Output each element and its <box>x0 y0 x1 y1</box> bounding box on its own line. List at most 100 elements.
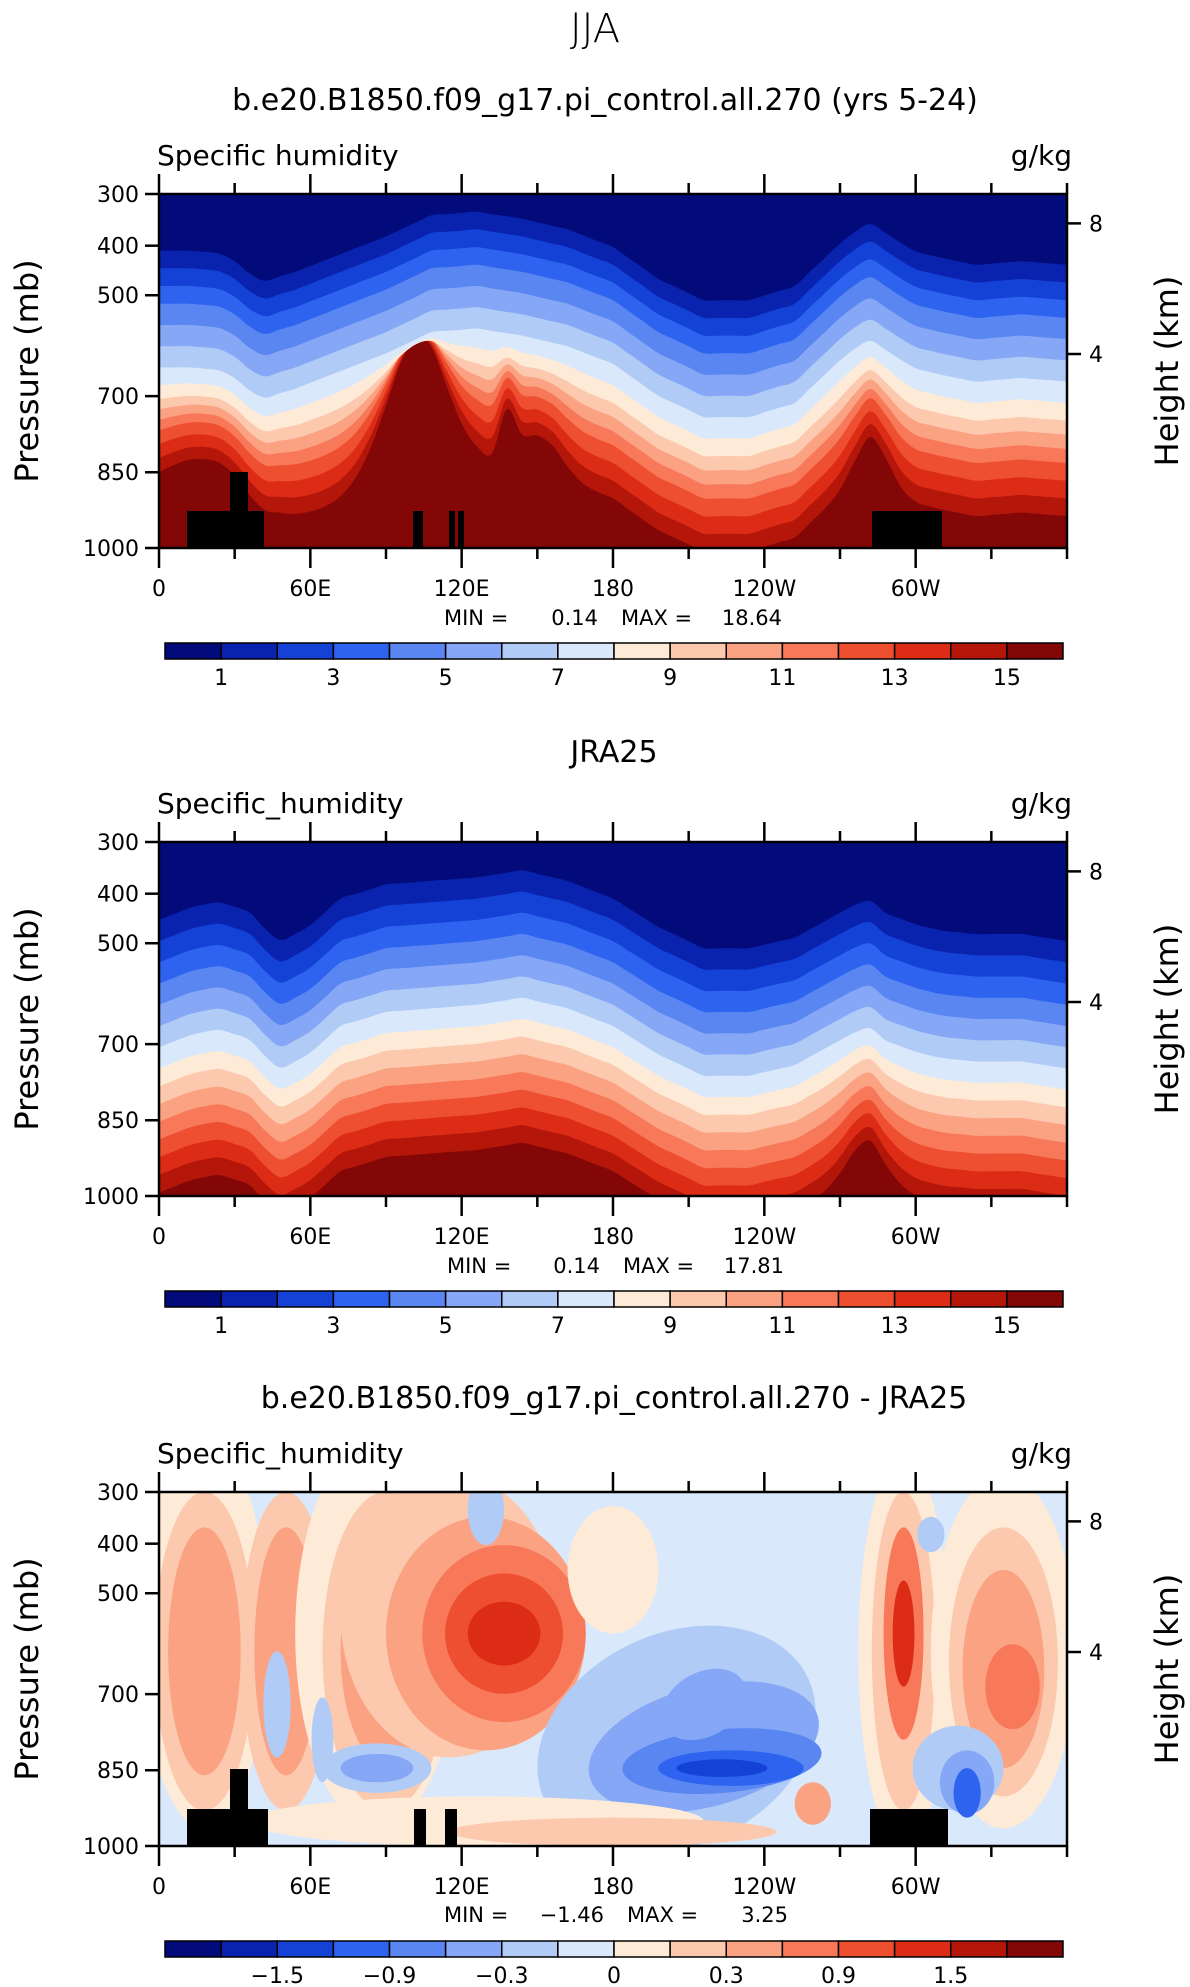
colorbar-swatch <box>613 1290 671 1308</box>
topo-block <box>445 1809 457 1846</box>
y-right-tick-label: 4 <box>1089 343 1103 368</box>
anomaly-region <box>567 1506 659 1634</box>
anomaly-region <box>263 1651 291 1758</box>
y-tick-label: 700 <box>97 385 139 410</box>
anomaly-region <box>917 1516 945 1553</box>
x-tick-label: 120W <box>732 1225 796 1250</box>
colorbar-label: 9 <box>663 666 677 691</box>
max-label: MAX = <box>623 1254 694 1278</box>
colorbar-label: 0.3 <box>709 1964 744 1987</box>
stats-line: MIN = 0.14 MAX = 18.64 <box>444 606 782 630</box>
x-tick-label: 60W <box>891 1875 941 1900</box>
colorbar-swatch <box>164 642 222 660</box>
topography <box>187 472 942 548</box>
colorbar-swatch <box>220 1290 278 1308</box>
panel-difference: b.e20.B1850.f09_g17.pi_control.all.270 -… <box>8 1381 1186 1987</box>
panel-right-label: g/kg <box>1011 1437 1072 1470</box>
y-axis-right-title: Height (km) <box>1148 924 1186 1115</box>
colorbar-label: 5 <box>439 666 453 691</box>
colorbar-swatch <box>501 1940 559 1958</box>
y-tick-label: 300 <box>97 183 139 208</box>
anomaly-region <box>168 1527 241 1776</box>
colorbar-label: 9 <box>663 1314 677 1339</box>
colorbar-label: 0.9 <box>821 1964 856 1987</box>
colorbar-swatch <box>669 1940 727 1958</box>
topography <box>187 1769 948 1846</box>
colorbar-swatch <box>613 1940 671 1958</box>
colorbar-swatch <box>557 642 615 660</box>
y-tick-label: 500 <box>97 284 139 309</box>
topo-block <box>187 511 264 548</box>
y-axis-right: 84 <box>1067 860 1103 1016</box>
anomaly-region <box>892 1580 915 1687</box>
colorbar-label: −1.5 <box>251 1964 304 1987</box>
y-tick-label: 850 <box>97 461 139 486</box>
colorbar-swatch <box>613 642 671 660</box>
plot-area <box>159 1492 1067 1846</box>
x-tick-label: 60W <box>891 1225 941 1250</box>
y-tick-label: 400 <box>97 883 139 908</box>
y-axis-right: 84 <box>1067 212 1103 368</box>
colorbar-swatch <box>276 1290 335 1308</box>
x-tick-label: 60E <box>289 1225 331 1250</box>
y-axis-left: 300 400 500 700 850 1000 <box>83 1481 159 1860</box>
topo-block <box>230 1769 248 1811</box>
panel-right-label: g/kg <box>1011 787 1072 820</box>
anomaly-region <box>985 1644 1040 1730</box>
anomaly-blobs <box>159 1492 1067 1846</box>
colorbar-swatch <box>164 1290 222 1308</box>
y-axis-right-title: Height (km) <box>1148 276 1186 467</box>
colorbar-label: 15 <box>993 666 1021 691</box>
anomaly-region <box>953 1768 981 1818</box>
panel-title: b.e20.B1850.f09_g17.pi_control.all.270 -… <box>261 1381 968 1416</box>
colorbar-swatch <box>388 1940 447 1958</box>
y-right-tick-label: 8 <box>1089 1510 1103 1535</box>
min-value: 0.14 <box>551 606 598 630</box>
y-axis-left: 300 400 500 700 850 1000 <box>83 183 159 562</box>
x-tick-label: 180 <box>592 1225 634 1250</box>
colorbar-swatch <box>950 642 1008 660</box>
colorbar-swatch <box>164 1940 222 1958</box>
x-tick-label: 180 <box>592 1875 634 1900</box>
max-value: 17.81 <box>724 1254 784 1278</box>
colorbar-label: 11 <box>768 666 796 691</box>
colorbar-swatch <box>837 1940 896 1958</box>
anomaly-region <box>311 1697 334 1783</box>
y-tick-label: 1000 <box>83 1185 139 1210</box>
page-title: JJA <box>570 6 620 52</box>
panel-reanalysis: JRA25 Specific_humidity g/kg 30040050070… <box>8 735 1186 1339</box>
topo-block <box>870 1809 948 1846</box>
colorbar-swatch <box>501 642 559 660</box>
topo-block <box>230 472 248 512</box>
colorbar-swatch <box>501 1290 559 1308</box>
x-tick-label: 0 <box>152 1225 166 1250</box>
colorbar-swatch <box>557 1290 615 1308</box>
topo-block <box>872 511 942 548</box>
colorbar-label: 1.5 <box>933 1964 968 1987</box>
colorbar-swatch <box>725 1940 784 1958</box>
x-tick-label: 120E <box>434 1225 490 1250</box>
colorbar-label: 1 <box>214 666 228 691</box>
humidity-band <box>159 194 1067 301</box>
colorbar-label: 13 <box>881 1314 909 1339</box>
y-tick-label: 400 <box>97 235 139 260</box>
y-axis-title: Pressure (mb) <box>8 907 46 1130</box>
x-tick-label: 0 <box>152 1875 166 1900</box>
x-tick-label: 0 <box>152 577 166 602</box>
anomaly-region <box>449 1817 777 1846</box>
y-tick-label: 400 <box>97 1533 139 1558</box>
contour-bands <box>159 842 1067 1196</box>
colorbar: 1 3 5 7 9 11 13 15 <box>164 642 1064 691</box>
stats-line: MIN = 0.14 MAX = 17.81 <box>447 1254 784 1278</box>
x-tick-label: 60W <box>891 577 941 602</box>
colorbar-swatch <box>220 642 278 660</box>
colorbar-swatch <box>725 642 784 660</box>
humidity-band <box>159 842 1067 949</box>
colorbar-label: 13 <box>881 666 909 691</box>
x-tick-label: 120E <box>434 577 490 602</box>
y-tick-label: 850 <box>97 1759 139 1784</box>
y-tick-label: 1000 <box>83 1835 139 1860</box>
y-right-tick-label: 4 <box>1089 991 1103 1016</box>
colorbar: 1 3 5 7 9 11 13 15 <box>164 1290 1064 1339</box>
min-label: MIN = <box>444 1903 508 1927</box>
